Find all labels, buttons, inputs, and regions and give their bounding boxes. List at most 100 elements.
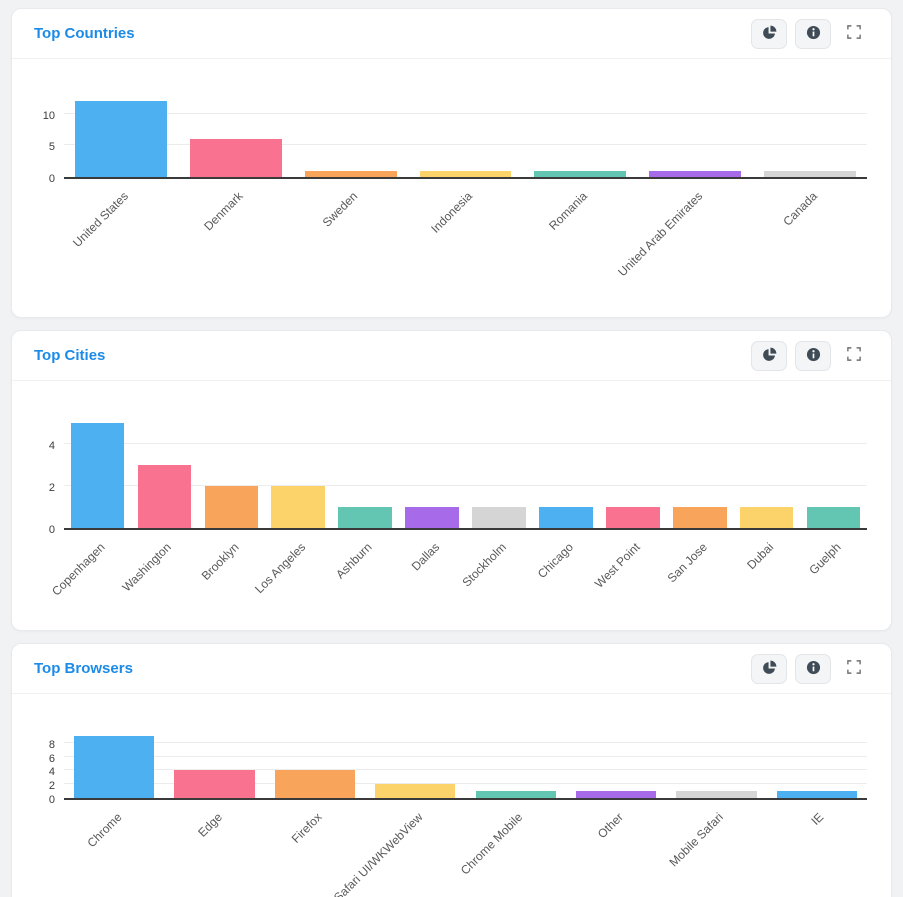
gridline xyxy=(64,755,867,757)
pie-chart-icon xyxy=(762,25,777,43)
bar[interactable] xyxy=(606,507,660,528)
bar-slot xyxy=(64,423,131,528)
x-axis-label: Sweden xyxy=(320,189,361,230)
info-button[interactable] xyxy=(795,340,831,371)
bar[interactable] xyxy=(70,423,125,528)
y-axis-tick: 8 xyxy=(48,738,55,751)
bar[interactable] xyxy=(649,170,741,177)
bar[interactable] xyxy=(534,170,627,177)
x-axis-label: Other xyxy=(594,810,626,842)
bar[interactable] xyxy=(338,507,392,528)
bar[interactable] xyxy=(739,507,794,528)
bar[interactable] xyxy=(419,170,512,177)
card-top-cities: Top Cities 0 2 4 Copenhagen Washington Brookl… xyxy=(11,330,892,631)
card-title: Top Countries xyxy=(34,25,135,42)
x-axis-label: Dallas xyxy=(408,540,442,574)
x-axis-label: Brooklyn xyxy=(198,540,242,583)
x-axis-label: IE xyxy=(808,810,827,828)
bar[interactable] xyxy=(304,170,397,177)
bar[interactable] xyxy=(806,507,861,528)
card-actions xyxy=(751,653,869,684)
pie-chart-icon xyxy=(762,347,777,365)
x-axis-label: Mobile Safari xyxy=(666,810,727,870)
bar[interactable] xyxy=(174,770,255,798)
bar-slot xyxy=(293,170,408,177)
y-axis-tick: 4 xyxy=(48,440,55,452)
bar-slot xyxy=(566,791,666,798)
card-title: Top Browsers xyxy=(34,660,133,677)
fullscreen-button[interactable] xyxy=(839,654,869,684)
bar-slot xyxy=(599,507,666,528)
plot-area xyxy=(64,101,867,179)
card-header: Top Countries xyxy=(12,9,891,59)
bar-chart-countries: 0 5 10 United States Denmark Sweden Indonesia R… xyxy=(30,101,867,317)
bar[interactable] xyxy=(672,507,727,528)
bar-slot xyxy=(532,507,599,528)
bar-slot xyxy=(800,507,867,528)
pie-chart-button[interactable] xyxy=(751,18,787,49)
x-axis-label: Stockholm xyxy=(459,540,509,590)
y-axis-tick: 10 xyxy=(42,109,55,122)
bar[interactable] xyxy=(763,170,856,177)
info-button[interactable] xyxy=(795,653,831,684)
bar[interactable] xyxy=(776,791,857,798)
x-axis-label: United States xyxy=(70,189,132,250)
bar-slot xyxy=(64,101,179,177)
bar[interactable] xyxy=(204,486,259,528)
gridline xyxy=(64,112,867,114)
bar-slot xyxy=(164,770,264,798)
fullscreen-button[interactable] xyxy=(839,19,869,49)
info-button[interactable] xyxy=(795,18,831,49)
bar[interactable] xyxy=(375,784,456,798)
pie-chart-button[interactable] xyxy=(751,340,787,371)
bar[interactable] xyxy=(190,139,282,177)
x-axis-label: Ashburn xyxy=(333,540,376,582)
bar-slot xyxy=(131,465,198,528)
bar[interactable] xyxy=(575,791,657,798)
bar[interactable] xyxy=(472,507,526,528)
bar[interactable] xyxy=(274,770,356,798)
fullscreen-icon xyxy=(847,660,861,677)
bar-slot xyxy=(666,507,733,528)
x-axis-label: West Point xyxy=(591,540,643,591)
bar-slot xyxy=(332,507,399,528)
bar[interactable] xyxy=(74,736,155,798)
bar-chart-browsers: 0 2 4 6 8 Chrome Edge Firefox Safari UI/WKWebVie… xyxy=(30,736,867,897)
pie-chart-button[interactable] xyxy=(751,653,787,684)
plot-area xyxy=(64,736,867,800)
bar-slot xyxy=(752,170,867,177)
y-axis-tick: 2 xyxy=(48,482,55,494)
x-axis-label: Guelph xyxy=(806,540,844,578)
bar[interactable] xyxy=(137,465,192,528)
x-axis-label: Chrome Mobile xyxy=(458,810,526,878)
fullscreen-icon xyxy=(847,25,861,42)
bar-slot xyxy=(466,507,533,528)
gridline xyxy=(64,144,867,146)
card-body: 0 2 4 6 8 Chrome Edge Firefox Safari UI/WKWebVie… xyxy=(12,694,891,897)
bar[interactable] xyxy=(271,486,325,528)
x-axis-label: San Jose xyxy=(664,540,710,586)
bar-slot xyxy=(666,791,766,798)
y-axis-tick: 2 xyxy=(48,780,55,793)
plot-area xyxy=(64,423,867,530)
x-axis-label: Chrome xyxy=(84,810,125,851)
bar[interactable] xyxy=(75,101,168,177)
bar-slot xyxy=(523,170,638,177)
fullscreen-button[interactable] xyxy=(839,341,869,371)
info-icon xyxy=(806,25,821,43)
bar-slot xyxy=(265,486,332,528)
bar-slot xyxy=(265,770,365,798)
info-icon xyxy=(806,347,821,365)
y-axis-tick: 0 xyxy=(48,173,55,185)
bar[interactable] xyxy=(475,791,556,798)
gridline xyxy=(64,443,867,444)
bar[interactable] xyxy=(539,507,593,528)
bar[interactable] xyxy=(676,791,757,798)
gridline xyxy=(64,769,867,771)
x-axis-label: Canada xyxy=(779,189,820,229)
y-axis-tick: 0 xyxy=(48,524,55,536)
x-axis-label: Chicago xyxy=(534,540,576,582)
bar[interactable] xyxy=(405,507,459,528)
card-actions xyxy=(751,18,869,49)
